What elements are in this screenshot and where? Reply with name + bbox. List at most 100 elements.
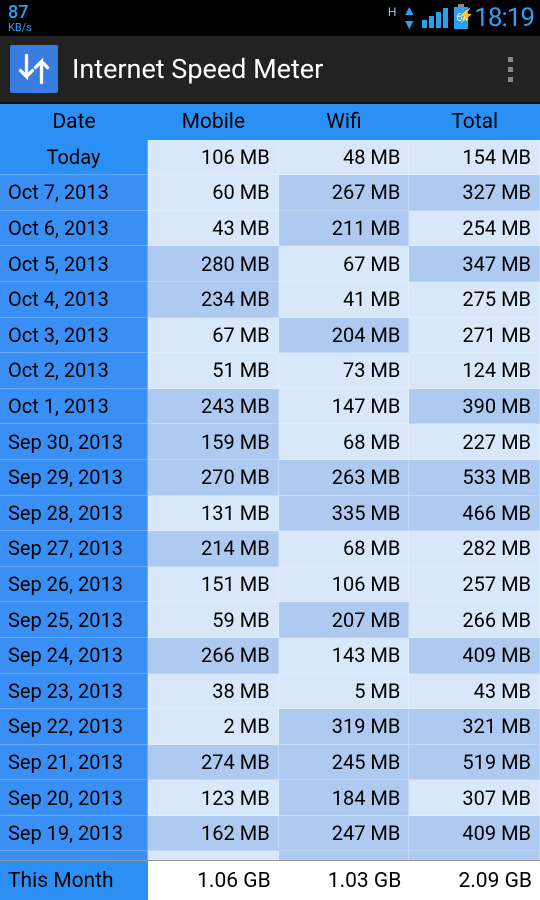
cell-date: Sep 26, 2013: [0, 567, 148, 603]
table-row[interactable]: Sep 20, 2013123 MB184 MB307 MB: [0, 780, 540, 816]
cell-total: 275 MB: [409, 282, 540, 318]
cell-total: 271 MB: [409, 318, 540, 354]
cell-total: 124 MB: [409, 353, 540, 389]
col-header-date: Date: [0, 104, 148, 140]
app-title: Internet Speed Meter: [72, 53, 476, 85]
table-row[interactable]: Sep 27, 2013214 MB68 MB282 MB: [0, 531, 540, 567]
table-row[interactable]: Sep 18, 201374 MB346 MB420 MB: [0, 851, 540, 860]
table-row[interactable]: Sep 29, 2013270 MB263 MB533 MB: [0, 460, 540, 496]
table-row[interactable]: Sep 21, 2013274 MB245 MB519 MB: [0, 745, 540, 781]
cell-wifi: 48 MB: [279, 140, 410, 176]
cell-wifi: 319 MB: [279, 709, 410, 745]
app-bar: Internet Speed Meter: [0, 36, 540, 104]
cell-mobile: 123 MB: [148, 780, 279, 816]
table-row[interactable]: Sep 28, 2013131 MB335 MB466 MB: [0, 496, 540, 532]
status-speed-indicator: 87 KB/s: [6, 4, 32, 33]
cell-wifi: 335 MB: [279, 496, 410, 532]
cell-date: Oct 1, 2013: [0, 389, 148, 425]
status-speed-unit: KB/s: [8, 22, 32, 33]
table-row[interactable]: Sep 30, 2013159 MB68 MB227 MB: [0, 424, 540, 460]
cell-date: Oct 7, 2013: [0, 175, 148, 211]
cell-mobile: 43 MB: [148, 211, 279, 247]
overflow-menu-button[interactable]: [490, 45, 530, 93]
cell-mobile: 2 MB: [148, 709, 279, 745]
table-row[interactable]: Oct 7, 201360 MB267 MB327 MB: [0, 175, 540, 211]
cell-mobile: 151 MB: [148, 567, 279, 603]
cell-total: 466 MB: [409, 496, 540, 532]
table-row[interactable]: Oct 2, 201351 MB73 MB124 MB: [0, 353, 540, 389]
cell-date: Sep 27, 2013: [0, 531, 148, 567]
table-row[interactable]: Sep 19, 2013162 MB247 MB409 MB: [0, 816, 540, 852]
app-icon[interactable]: [10, 45, 58, 93]
table-row[interactable]: Sep 25, 201359 MB207 MB266 MB: [0, 602, 540, 638]
cell-total: 519 MB: [409, 745, 540, 781]
table-row[interactable]: Oct 5, 2013280 MB67 MB347 MB: [0, 246, 540, 282]
cell-total: 420 MB: [409, 851, 540, 860]
cell-wifi: 267 MB: [279, 175, 410, 211]
cell-mobile: 67 MB: [148, 318, 279, 354]
speed-arrows-icon: [16, 51, 52, 87]
cell-mobile: 159 MB: [148, 424, 279, 460]
cell-mobile: 266 MB: [148, 638, 279, 674]
cell-total: 154 MB: [409, 140, 540, 176]
cell-wifi: 5 MB: [279, 674, 410, 710]
battery-icon: 64 ⚡: [454, 7, 468, 29]
cell-wifi: 211 MB: [279, 211, 410, 247]
cell-total: 266 MB: [409, 602, 540, 638]
cell-total: 307 MB: [409, 780, 540, 816]
col-header-mobile: Mobile: [148, 104, 279, 140]
cell-date: Sep 29, 2013: [0, 460, 148, 496]
cell-mobile: 243 MB: [148, 389, 279, 425]
table-row[interactable]: Sep 23, 201338 MB5 MB43 MB: [0, 674, 540, 710]
cell-total: 321 MB: [409, 709, 540, 745]
cell-mobile: 214 MB: [148, 531, 279, 567]
android-status-bar: 87 KB/s H ▲▼ 64 ⚡ 18:19: [0, 0, 540, 36]
cell-wifi: 245 MB: [279, 745, 410, 781]
cell-date: Sep 28, 2013: [0, 496, 148, 532]
cell-mobile: 60 MB: [148, 175, 279, 211]
table-row[interactable]: Oct 4, 2013234 MB41 MB275 MB: [0, 282, 540, 318]
cell-mobile: 131 MB: [148, 496, 279, 532]
cell-wifi: 184 MB: [279, 780, 410, 816]
cell-wifi: 106 MB: [279, 567, 410, 603]
cell-wifi: 207 MB: [279, 602, 410, 638]
cell-mobile: 234 MB: [148, 282, 279, 318]
table-row[interactable]: Today106 MB48 MB154 MB: [0, 140, 540, 176]
table-row[interactable]: Sep 24, 2013266 MB143 MB409 MB: [0, 638, 540, 674]
table-row[interactable]: Sep 26, 2013151 MB106 MB257 MB: [0, 567, 540, 603]
table-header: Date Mobile Wifi Total: [0, 104, 540, 140]
summary-row: This Month 1.06 GB 1.03 GB 2.09 GB: [0, 860, 540, 900]
cell-total: 257 MB: [409, 567, 540, 603]
summary-label: This Month: [0, 861, 148, 900]
col-header-wifi: Wifi: [279, 104, 410, 140]
table-row[interactable]: Oct 6, 201343 MB211 MB254 MB: [0, 211, 540, 247]
cell-mobile: 162 MB: [148, 816, 279, 852]
cell-total: 347 MB: [409, 246, 540, 282]
cell-mobile: 274 MB: [148, 745, 279, 781]
table-row[interactable]: Oct 3, 201367 MB204 MB271 MB: [0, 318, 540, 354]
cell-total: 282 MB: [409, 531, 540, 567]
cell-mobile: 51 MB: [148, 353, 279, 389]
cell-date: Oct 2, 2013: [0, 353, 148, 389]
cell-wifi: 73 MB: [279, 353, 410, 389]
cell-wifi: 346 MB: [279, 851, 410, 860]
cell-total: 533 MB: [409, 460, 540, 496]
cell-mobile: 270 MB: [148, 460, 279, 496]
summary-mobile: 1.06 GB: [148, 861, 279, 900]
cell-total: 327 MB: [409, 175, 540, 211]
data-arrows-icon: ▲▼: [402, 4, 416, 32]
table-row[interactable]: Sep 22, 20132 MB319 MB321 MB: [0, 709, 540, 745]
table-row[interactable]: Oct 1, 2013243 MB147 MB390 MB: [0, 389, 540, 425]
cell-mobile: 280 MB: [148, 246, 279, 282]
cell-wifi: 67 MB: [279, 246, 410, 282]
cell-date: Sep 25, 2013: [0, 602, 148, 638]
summary-wifi: 1.03 GB: [279, 861, 410, 900]
summary-total: 2.09 GB: [409, 861, 540, 900]
cell-date: Sep 18, 2013: [0, 851, 148, 860]
cell-wifi: 263 MB: [279, 460, 410, 496]
cell-date: Oct 5, 2013: [0, 246, 148, 282]
cell-mobile: 74 MB: [148, 851, 279, 860]
network-type-indicator: H: [388, 5, 397, 19]
cell-wifi: 147 MB: [279, 389, 410, 425]
cell-wifi: 143 MB: [279, 638, 410, 674]
